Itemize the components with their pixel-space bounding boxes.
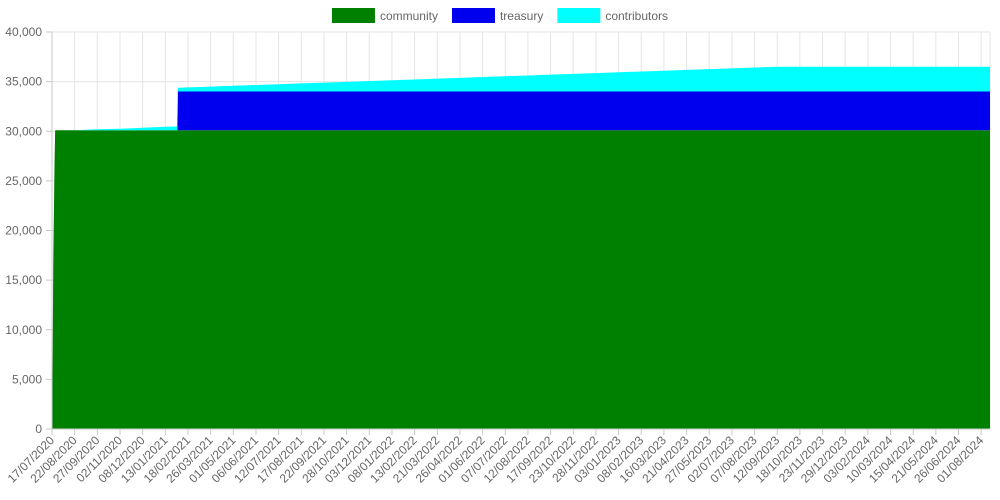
y-tick-label: 40,000 <box>5 25 42 39</box>
legend-label-community: community <box>380 9 438 23</box>
legend: community treasury contributors <box>331 8 668 23</box>
y-tick-label: 35,000 <box>5 75 42 89</box>
legend-swatch-contributors <box>557 8 601 23</box>
y-tick-label: 10,000 <box>5 323 42 337</box>
legend-swatch-community <box>331 8 375 23</box>
legend-label-contributors: contributors <box>605 9 668 23</box>
legend-label-treasury: treasury <box>500 9 543 23</box>
axes: 0 5,000 10,000 15,000 20,000 25,000 30,000 35,0… <box>5 25 990 486</box>
y-tick-label: 5,000 <box>12 372 42 386</box>
y-tick-label: 30,000 <box>5 124 42 138</box>
areas <box>52 66 990 430</box>
y-tick-label: 25,000 <box>5 174 42 188</box>
y-tick-label: 0 <box>35 422 42 436</box>
area-treasury <box>52 91 990 430</box>
area-community <box>52 130 990 429</box>
legend-swatch-treasury <box>451 8 495 23</box>
y-tick-label: 20,000 <box>5 224 42 238</box>
y-tick-label: 15,000 <box>5 273 42 287</box>
